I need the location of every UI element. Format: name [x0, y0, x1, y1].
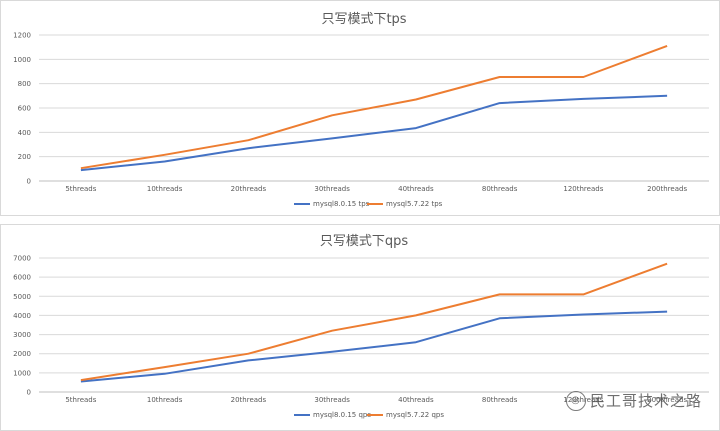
x-tick-label: 10threads — [147, 396, 183, 404]
y-tick-label: 600 — [18, 105, 31, 113]
x-tick-label: 5threads — [65, 396, 96, 404]
wechat-icon: ◎ — [565, 390, 586, 411]
x-tick-label: 10threads — [147, 185, 183, 193]
x-tick-label: 120threads — [563, 185, 603, 193]
x-tick-label: 20threads — [231, 396, 267, 404]
legend-entry: mysql5.7.22 qps — [386, 411, 444, 419]
legend-entry: mysql8.0.15 qps — [313, 411, 371, 419]
tps-chart-panel: 只写模式下tps 0 200 400 600 800 1000 1200 5threads 10t… — [0, 0, 720, 216]
x-tick-label: 30threads — [314, 185, 350, 193]
x-tick-label: 30threads — [314, 396, 350, 404]
series-line-1 — [80, 94, 668, 172]
x-tick-label: 40threads — [398, 185, 434, 193]
x-tick-label: 5threads — [65, 185, 96, 193]
series-line-2 — [80, 44, 668, 170]
y-tick-label: 4000 — [13, 312, 31, 320]
y-tick-label: 1000 — [13, 369, 31, 377]
y-tick-label: 200 — [18, 153, 31, 161]
x-tick-label: 200threads — [647, 185, 687, 193]
x-tick-label: 80threads — [482, 185, 518, 193]
y-tick-label: 0 — [27, 178, 31, 186]
legend-entry: mysql5.7.22 tps — [386, 200, 443, 208]
x-tick-label: 40threads — [398, 396, 434, 404]
x-tick-label: 200threads — [647, 396, 687, 404]
y-tick-label: 7000 — [13, 255, 31, 263]
y-tick-label: 5000 — [13, 293, 31, 301]
y-tick-label: 1000 — [13, 56, 31, 64]
x-tick-label: 80threads — [482, 396, 518, 404]
y-tick-label: 3000 — [13, 331, 31, 339]
legend-entry: mysql8.0.15 tps — [313, 200, 370, 208]
chart-title: 只写模式下qps — [320, 234, 409, 249]
y-tick-label: 6000 — [13, 274, 31, 282]
y-tick-label: 2000 — [13, 350, 31, 358]
x-tick-label: 20threads — [231, 185, 267, 193]
series-line-2 — [80, 262, 668, 382]
watermark-text: 民工哥技术之路 — [589, 392, 702, 410]
y-tick-label: 800 — [18, 80, 31, 88]
tps-chart: 只写模式下tps 0 200 400 600 800 1000 1200 5threads 10t… — [13, 12, 709, 208]
watermark: ◎ 民工哥技术之路 — [565, 390, 702, 411]
chart-title: 只写模式下tps — [321, 12, 406, 27]
y-tick-label: 1200 — [13, 32, 31, 40]
y-tick-label: 0 — [27, 389, 31, 397]
y-tick-label: 400 — [18, 129, 31, 137]
series-line-1 — [80, 310, 668, 383]
